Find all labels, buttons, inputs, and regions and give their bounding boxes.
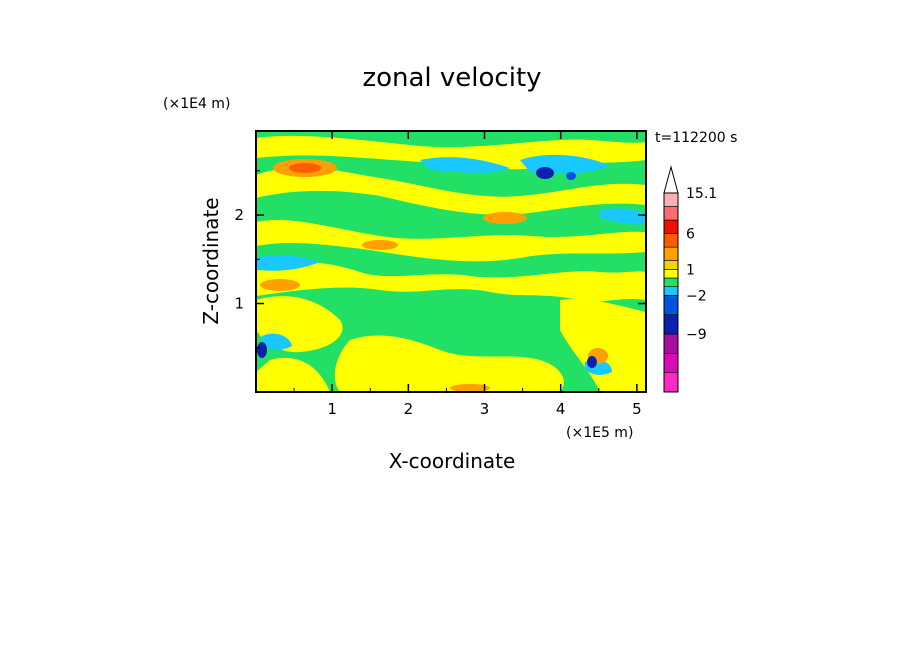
contour-band-orange-3 (362, 240, 398, 250)
colorbar-segment (663, 233, 679, 248)
colorbar-extend-arrow (663, 165, 679, 194)
colorbar-label: 6 (686, 227, 695, 243)
colorbar-label: −9 (686, 327, 707, 343)
x-tick-label: 2 (404, 400, 414, 418)
chart-title: zonal velocity (362, 63, 541, 93)
y-tick-label: 2 (234, 206, 244, 224)
contour-band-orange-4 (260, 279, 300, 291)
colorbar-segment (663, 269, 679, 279)
contour-band-cyan-1 (256, 255, 320, 271)
y-tick-label: 1 (234, 295, 244, 313)
contour-band-blue-3 (257, 342, 267, 358)
plot-area (256, 131, 646, 392)
contour-band-yellow-7 (560, 299, 646, 392)
colorbar-segment (663, 295, 679, 316)
colorbar-segment (663, 246, 679, 261)
colorbar-segment (663, 372, 679, 393)
x-unit-label: (×1E5 m) (566, 425, 633, 441)
colorbar-label: −2 (686, 288, 707, 304)
y-axis: 12 (234, 170, 646, 349)
contour-band-cyan-4 (600, 208, 646, 225)
colorbar-segment (663, 353, 679, 373)
colorbar-label: 15.1 (686, 186, 717, 202)
colorbar-segment (663, 333, 679, 354)
colorbar-segment (663, 206, 679, 221)
contour-band-orange-6 (450, 384, 490, 392)
colorbar-label: 1 (686, 262, 695, 278)
contour-band-yellow-4 (256, 262, 646, 302)
contour-band-yellow-8 (256, 357, 330, 392)
contour-band-yellow-6 (334, 335, 564, 392)
colorbar-segment (663, 286, 679, 296)
x-axis: 1 2 3 4 5 (293, 131, 642, 418)
contour-band-yellow-3 (256, 220, 646, 262)
contour-band-yellow-1 (256, 167, 646, 215)
colorbar-segment (663, 314, 679, 335)
x-tick-label: 5 (632, 400, 642, 418)
contour-band-orange-2 (483, 212, 527, 224)
contour-band-cyan-5 (262, 333, 292, 350)
x-tick-label: 4 (556, 400, 566, 418)
colorbar-segment (663, 260, 679, 270)
colorbar: 15.1 6 1 −2 −9 (663, 165, 717, 393)
plot-frame (255, 130, 647, 393)
colorbar-segment (663, 277, 679, 288)
contour-band-red-1 (289, 163, 321, 173)
y-axis-label: Z-coordinate (199, 197, 223, 324)
contour-band-blue-1 (536, 167, 554, 179)
colorbar-segment (663, 192, 679, 207)
colorbar-segment (663, 219, 679, 234)
y-unit-label: (×1E4 m) (163, 96, 230, 112)
contour-band-cyan-2 (420, 157, 510, 173)
colorbar-frame (663, 192, 679, 393)
x-tick-label: 1 (327, 400, 337, 418)
x-axis-label: X-coordinate (389, 449, 516, 473)
contour-band-blue-2 (566, 172, 576, 180)
time-label: t=112200 s (655, 130, 737, 146)
x-tick-label: 3 (480, 400, 490, 418)
contour-band-blue-4 (587, 356, 597, 368)
